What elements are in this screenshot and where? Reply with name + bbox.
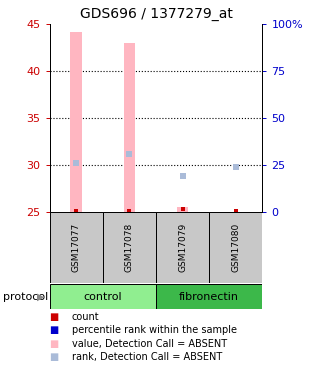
Text: fibronectin: fibronectin (179, 292, 239, 302)
Bar (70, 32, 82, 212)
Text: ■: ■ (50, 312, 59, 322)
Text: GSM17079: GSM17079 (178, 223, 187, 272)
Bar (50, 212, 103, 283)
Text: ■: ■ (50, 352, 59, 362)
Text: ■: ■ (50, 326, 59, 335)
Title: GDS696 / 1377279_at: GDS696 / 1377279_at (80, 7, 232, 21)
Bar (124, 43, 135, 212)
Text: ■: ■ (50, 339, 59, 349)
Text: GSM17080: GSM17080 (231, 223, 240, 272)
Text: rank, Detection Call = ABSENT: rank, Detection Call = ABSENT (72, 352, 222, 362)
Bar (156, 212, 209, 283)
Text: ▶: ▶ (37, 292, 44, 302)
Text: control: control (84, 292, 122, 302)
Bar (156, 284, 262, 309)
Text: protocol: protocol (3, 292, 48, 302)
Text: count: count (72, 312, 100, 322)
Text: GSM17077: GSM17077 (72, 223, 81, 272)
Bar (177, 207, 188, 212)
Bar (103, 212, 156, 283)
Text: value, Detection Call = ABSENT: value, Detection Call = ABSENT (72, 339, 227, 349)
Bar (209, 212, 262, 283)
Text: percentile rank within the sample: percentile rank within the sample (72, 326, 237, 335)
Bar (50, 284, 156, 309)
Text: GSM17078: GSM17078 (125, 223, 134, 272)
